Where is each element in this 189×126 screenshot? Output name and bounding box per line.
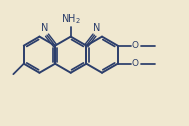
- Text: O: O: [132, 41, 139, 50]
- Text: N: N: [93, 23, 100, 33]
- Text: O: O: [132, 59, 139, 68]
- Text: N: N: [41, 23, 49, 33]
- Text: NH$_2$: NH$_2$: [61, 12, 81, 26]
